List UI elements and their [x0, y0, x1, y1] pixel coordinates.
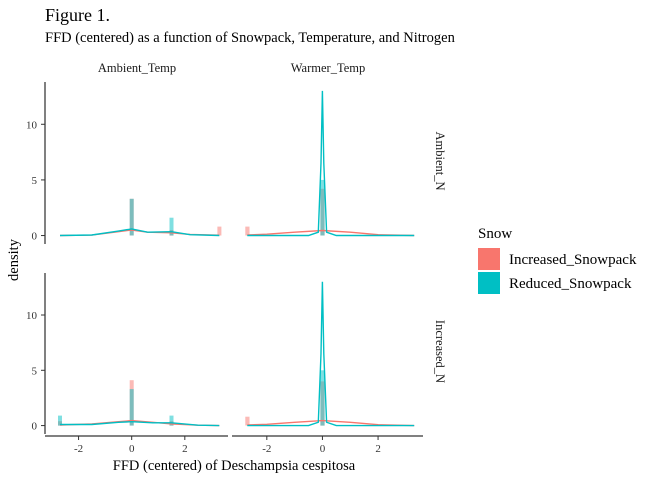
- histogram-bar: [129, 389, 134, 426]
- histogram-bar: [245, 226, 250, 236]
- x-tick-label: 2: [182, 443, 188, 455]
- x-axis-title: FFD (centered) of Deschampsia cespitosa: [113, 458, 356, 474]
- histogram-bar: [169, 415, 174, 426]
- x-tick-label: 0: [129, 443, 135, 455]
- x-tick-label: -2: [262, 443, 271, 455]
- strips-layer: Ambient_Temp Warmer_Temp Ambient_N Increase…: [98, 61, 447, 383]
- x-tick-label: 0: [320, 443, 326, 455]
- legend: Snow Increased_Snowpack Reduced_Snowpack: [478, 226, 637, 294]
- y-tick-label: 5: [32, 175, 38, 187]
- row-strip-label: Increased_N: [433, 320, 447, 383]
- y-tick-label: 0: [32, 421, 38, 433]
- x-tick-label: -2: [74, 443, 83, 455]
- row-strip-label: Ambient_N: [433, 131, 447, 190]
- legend-label: Reduced_Snowpack: [509, 276, 632, 292]
- y-tick-label: 0: [32, 231, 38, 243]
- legend-label: Increased_Snowpack: [509, 252, 637, 268]
- column-strip-label: Warmer_Temp: [291, 61, 365, 75]
- density-curve: [60, 420, 220, 427]
- panel-Ambient_N-Warmer_Temp: [245, 90, 415, 237]
- panel-Increased_N-Ambient_Temp: [58, 380, 220, 427]
- histogram-bar: [58, 415, 62, 426]
- figure-title: Figure 1.: [45, 5, 110, 25]
- legend-swatch: [478, 248, 500, 270]
- density-curve: [247, 281, 415, 427]
- density-curve: [247, 229, 415, 237]
- axes-layer: 0 5 10 0 5 10 -2 0 2 -2 0 2: [26, 82, 423, 455]
- panel-Ambient_N-Ambient_Temp: [59, 198, 222, 237]
- histogram-bar: [129, 198, 134, 236]
- histogram-bar: [320, 370, 325, 426]
- histogram-bar: [245, 416, 250, 426]
- figure-subtitle: FFD (centered) as a function of Snowpack…: [45, 30, 455, 46]
- column-strip-label: Ambient_Temp: [98, 61, 176, 75]
- histogram-bar: [320, 179, 325, 236]
- legend-swatch: [478, 272, 500, 294]
- density-curve: [247, 419, 415, 427]
- density-curve: [59, 228, 220, 237]
- y-tick-label: 10: [26, 310, 38, 322]
- x-tick-label: 2: [375, 443, 381, 455]
- panel-Increased_N-Warmer_Temp: [245, 281, 415, 427]
- histogram-bar: [217, 226, 222, 236]
- y-tick-label: 10: [26, 119, 38, 131]
- legend-title: Snow: [478, 226, 512, 242]
- y-tick-label: 5: [32, 365, 38, 377]
- histogram-bar: [169, 217, 174, 236]
- density-curve: [247, 90, 415, 237]
- panels-layer: [58, 90, 415, 427]
- y-axis-title: density: [6, 238, 22, 281]
